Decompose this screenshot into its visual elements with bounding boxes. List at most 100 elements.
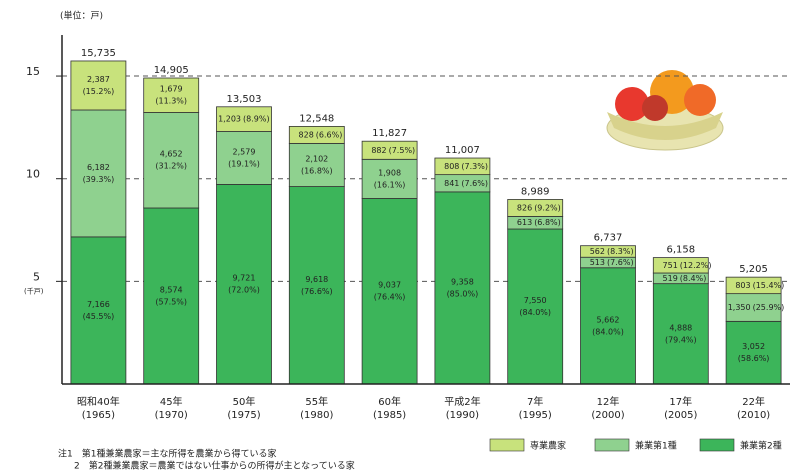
segment-share: (16.8%) bbox=[301, 166, 333, 175]
segment-label: 803 bbox=[735, 281, 750, 290]
legend-swatch bbox=[699, 438, 735, 452]
bar-segment bbox=[288, 125, 345, 144]
bar-segment bbox=[725, 320, 782, 385]
segment-share: (8.9%) bbox=[243, 115, 270, 124]
segment-share: (76.6%) bbox=[301, 287, 333, 296]
legend-swatch bbox=[489, 438, 525, 452]
bar-segment bbox=[70, 109, 127, 238]
total-label: 14,905 bbox=[154, 65, 189, 76]
unit-label: (単位：戸) bbox=[60, 10, 103, 22]
bar-segment bbox=[725, 293, 782, 322]
segment-label: 3,052 bbox=[742, 342, 765, 351]
segment-label: 7,166 bbox=[87, 300, 110, 309]
segment-share: (9.2%) bbox=[534, 203, 561, 212]
x-tick-year: (2000) bbox=[591, 410, 624, 421]
segment-label: 2,579 bbox=[233, 147, 256, 156]
bar-segment bbox=[361, 158, 418, 199]
bar-segment bbox=[580, 245, 636, 258]
total-label: 11,007 bbox=[445, 145, 480, 156]
segment-label: 9,037 bbox=[378, 281, 401, 290]
x-tick-label: 17年 bbox=[669, 395, 692, 408]
segment-share: (58.6%) bbox=[738, 354, 770, 363]
bar-segment bbox=[507, 199, 564, 217]
x-tick-label: 昭和40年 bbox=[77, 395, 120, 408]
segment-share: (6.8%) bbox=[534, 218, 561, 227]
bar-segment bbox=[143, 77, 200, 113]
segment-label: 841 bbox=[444, 179, 459, 188]
segment-label: 2,387 bbox=[87, 75, 110, 84]
segment-share: (39.3%) bbox=[83, 175, 115, 184]
x-tick-label: 45年 bbox=[160, 395, 183, 408]
segment-share: (7.3%) bbox=[461, 162, 488, 171]
bar-segment bbox=[216, 131, 272, 185]
x-tick-year: (2010) bbox=[737, 410, 770, 421]
segment-share: (8.3%) bbox=[607, 247, 634, 256]
segment-share: (7.6%) bbox=[607, 258, 634, 267]
segment-label: 1,350 bbox=[728, 303, 751, 312]
total-label: 5,205 bbox=[739, 264, 768, 275]
bar-segment bbox=[143, 207, 200, 385]
x-tick-label: 50年 bbox=[233, 395, 256, 408]
x-tick-label: 55年 bbox=[305, 395, 328, 408]
segment-share: (79.4%) bbox=[665, 335, 697, 344]
segment-share: (85.0%) bbox=[447, 289, 479, 298]
bar-segment bbox=[652, 257, 709, 274]
bar-segment bbox=[434, 191, 491, 385]
bar-segment bbox=[288, 186, 345, 385]
segment-share: (15.4%) bbox=[753, 281, 785, 290]
bar-segment bbox=[216, 106, 272, 132]
segment-share: (72.0%) bbox=[228, 286, 260, 295]
total-label: 6,737 bbox=[594, 233, 623, 244]
y-tick-label: 5 bbox=[33, 270, 40, 283]
segment-label: 2,102 bbox=[305, 154, 328, 163]
segment-label: 9,721 bbox=[233, 274, 256, 283]
x-tick-year: (1990) bbox=[446, 410, 479, 421]
total-label: 12,548 bbox=[299, 113, 334, 124]
bar-segment bbox=[434, 157, 491, 176]
bar-segment bbox=[361, 140, 418, 160]
total-label: 6,158 bbox=[666, 245, 695, 256]
x-tick-year: (1970) bbox=[155, 410, 188, 421]
segment-label: 1,203 bbox=[218, 115, 241, 124]
segment-share: (7.6%) bbox=[461, 179, 488, 188]
bar-segment bbox=[70, 236, 127, 385]
y-tick-label: 15 bbox=[26, 65, 40, 78]
bar-segment bbox=[580, 267, 636, 385]
total-label: 15,735 bbox=[81, 48, 116, 59]
segment-label: 513 bbox=[590, 258, 605, 267]
segment-label: 808 bbox=[444, 162, 459, 171]
bar-segment bbox=[288, 142, 345, 187]
y-tick-label: 10 bbox=[26, 168, 40, 181]
segment-share: (57.5%) bbox=[155, 297, 187, 306]
legend-label: 兼業第1種 bbox=[635, 440, 677, 452]
segment-label: 9,618 bbox=[305, 275, 328, 284]
bar-segment bbox=[143, 112, 200, 209]
segment-share: (16.1%) bbox=[374, 180, 406, 189]
bar-segment bbox=[70, 60, 127, 111]
segment-label: 613 bbox=[517, 218, 532, 227]
segment-label: 826 bbox=[517, 203, 532, 212]
x-tick-year: (1965) bbox=[82, 410, 115, 421]
x-tick-label: 平成2年 bbox=[444, 395, 480, 408]
x-tick-label: 12年 bbox=[597, 395, 620, 408]
y-unit-label: (千戸) bbox=[24, 286, 44, 295]
segment-label: 4,652 bbox=[160, 150, 183, 159]
segment-label: 8,574 bbox=[160, 285, 183, 294]
bar-segment bbox=[216, 184, 272, 385]
segment-label: 562 bbox=[590, 247, 605, 256]
segment-label: 1,908 bbox=[378, 168, 401, 177]
segment-share: (84.0%) bbox=[519, 308, 551, 317]
fruit-basket bbox=[606, 70, 724, 151]
segment-label: 7,550 bbox=[524, 296, 547, 305]
x-tick-label: 7年 bbox=[527, 395, 543, 408]
note: 2 第2種兼業農家＝農業ではない仕事からの所得が主となっている家 bbox=[74, 460, 355, 470]
note: 注1 第1種兼業農家＝主な所得を農業から得ている家 bbox=[58, 448, 276, 460]
segment-share: (7.5%) bbox=[389, 146, 416, 155]
x-tick-year: (1985) bbox=[373, 410, 406, 421]
segment-share: (84.0%) bbox=[592, 327, 624, 336]
segment-label: 4,888 bbox=[669, 323, 692, 332]
segment-label: 828 bbox=[299, 130, 314, 139]
x-tick-year: (1995) bbox=[519, 410, 552, 421]
legend-label: 専業農家 bbox=[530, 440, 566, 452]
